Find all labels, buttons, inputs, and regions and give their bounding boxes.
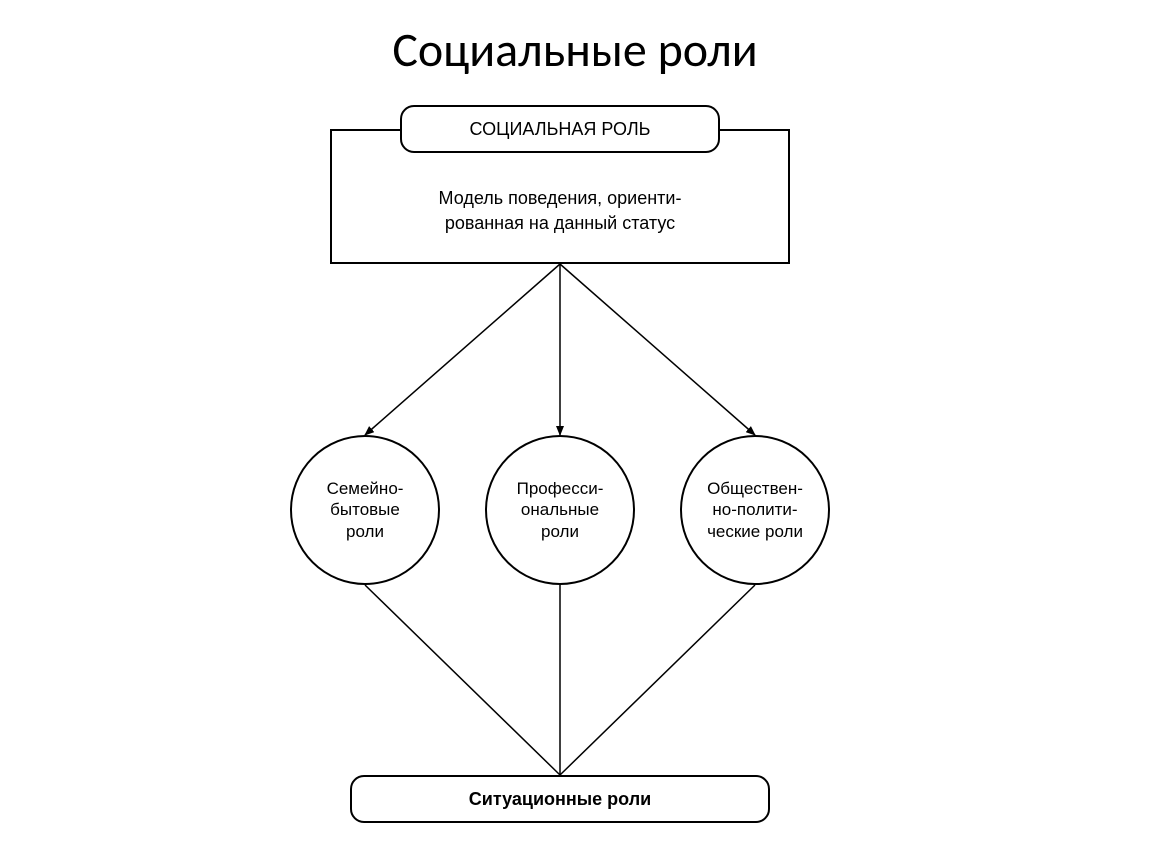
circle-family: Семейно-бытовыероли <box>290 435 440 585</box>
circle-political-text: Обществен-но-полити-ческие роли <box>707 478 803 542</box>
circle-political: Обществен-но-полити-ческие роли <box>680 435 830 585</box>
header-box: СОЦИАЛЬНАЯ РОЛЬ <box>400 105 720 153</box>
bottom-text: Ситуационные роли <box>469 789 651 810</box>
definition-text: Модель поведения, ориенти-рованная на да… <box>439 186 682 235</box>
circle-professional-text: Професси-ональныероли <box>517 478 604 542</box>
header-text: СОЦИАЛЬНАЯ РОЛЬ <box>470 119 651 140</box>
diagram-container: Модель поведения, ориенти-рованная на да… <box>260 105 900 835</box>
circle-family-text: Семейно-бытовыероли <box>327 478 404 542</box>
circle-professional: Професси-ональныероли <box>485 435 635 585</box>
page-title: Социальные роли <box>0 20 1150 79</box>
bottom-box: Ситуационные роли <box>350 775 770 823</box>
